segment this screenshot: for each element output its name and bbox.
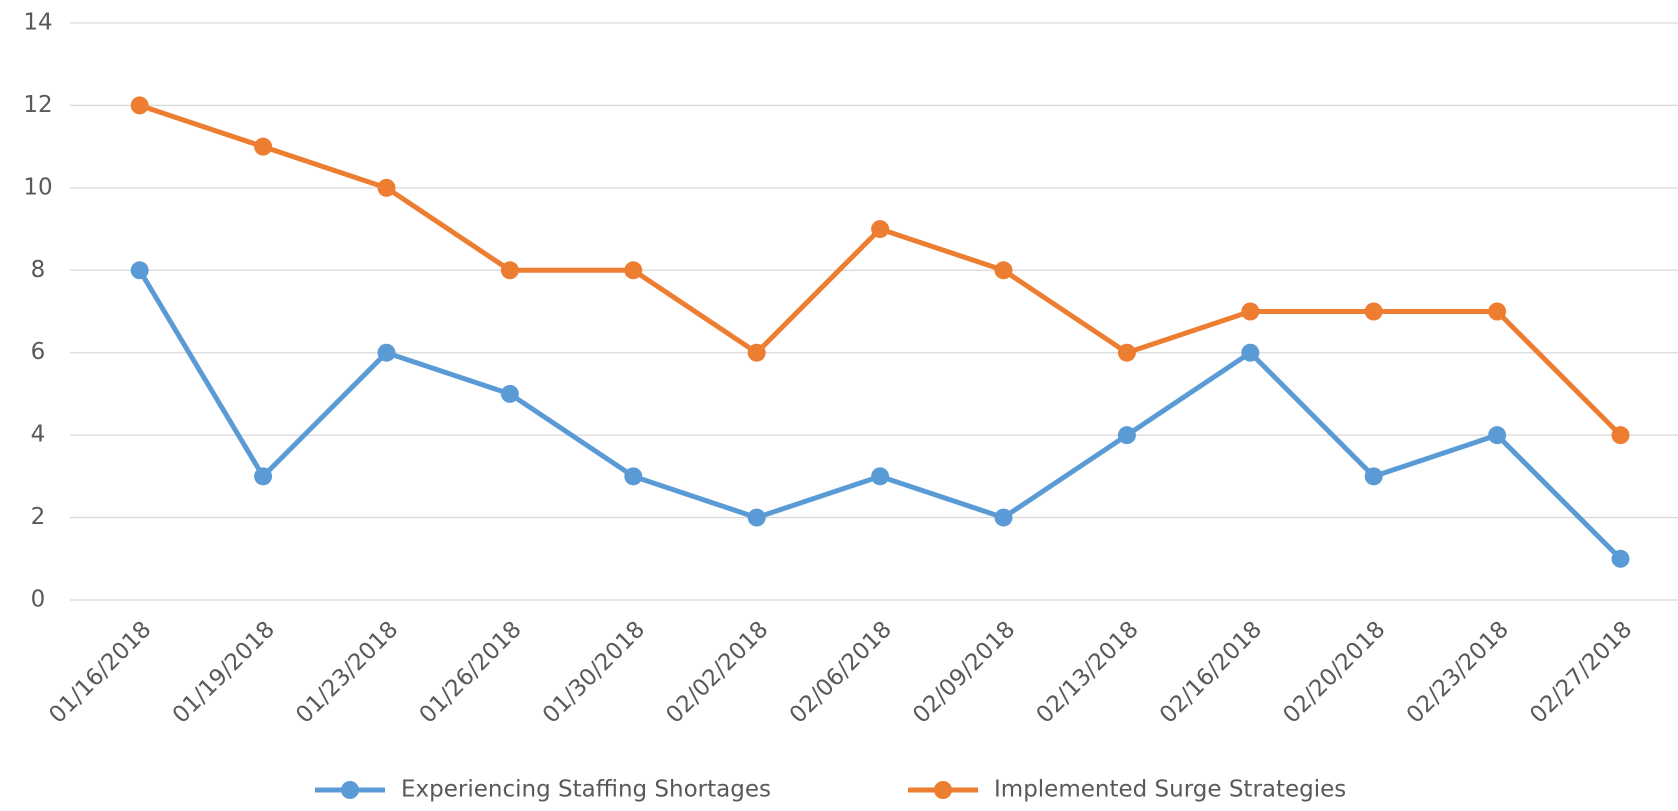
y-tick-label: 12 bbox=[23, 92, 52, 118]
data-point bbox=[1241, 343, 1260, 362]
data-point bbox=[130, 96, 149, 115]
data-point bbox=[747, 508, 766, 527]
data-point bbox=[1117, 426, 1136, 445]
data-point bbox=[254, 467, 273, 486]
data-point bbox=[500, 261, 519, 280]
data-point bbox=[500, 384, 519, 403]
x-tick-label: 01/26/2018 bbox=[415, 616, 527, 728]
data-point bbox=[871, 220, 890, 239]
x-tick-label: 02/20/2018 bbox=[1278, 616, 1390, 728]
x-tick-label: 01/16/2018 bbox=[44, 616, 156, 728]
data-point bbox=[624, 467, 643, 486]
x-tick-label: 02/27/2018 bbox=[1525, 616, 1637, 728]
x-tick-label: 01/30/2018 bbox=[538, 616, 650, 728]
legend-label: Implemented Surge Strategies bbox=[994, 777, 1346, 803]
data-point bbox=[1488, 426, 1507, 445]
data-point bbox=[1241, 302, 1260, 321]
data-point bbox=[254, 137, 273, 156]
x-tick-label: 02/23/2018 bbox=[1402, 616, 1514, 728]
data-point bbox=[871, 467, 890, 486]
data-point bbox=[994, 261, 1013, 280]
x-tick-label: 01/19/2018 bbox=[168, 616, 280, 728]
x-tick-label: 02/06/2018 bbox=[785, 616, 897, 728]
x-tick-label: 02/13/2018 bbox=[1032, 616, 1144, 728]
legend-marker bbox=[341, 781, 359, 799]
y-tick-label: 14 bbox=[23, 10, 52, 36]
x-tick-label: 02/09/2018 bbox=[908, 616, 1020, 728]
y-tick-label: 0 bbox=[31, 587, 46, 613]
y-tick-label: 10 bbox=[23, 174, 52, 200]
data-point bbox=[1488, 302, 1507, 321]
legend-marker bbox=[934, 781, 952, 799]
x-tick-label: 02/02/2018 bbox=[661, 616, 773, 728]
y-tick-label: 4 bbox=[31, 422, 46, 448]
data-point bbox=[994, 508, 1013, 527]
y-tick-label: 8 bbox=[31, 257, 46, 283]
data-point bbox=[1364, 302, 1383, 321]
data-point bbox=[1611, 426, 1630, 445]
data-point bbox=[747, 343, 766, 362]
data-point bbox=[377, 178, 396, 197]
data-point bbox=[624, 261, 643, 280]
data-point bbox=[130, 261, 149, 280]
data-point bbox=[377, 343, 396, 362]
x-tick-label: 01/23/2018 bbox=[291, 616, 403, 728]
x-tick-label: 02/16/2018 bbox=[1155, 616, 1267, 728]
data-point bbox=[1611, 549, 1630, 568]
data-point bbox=[1117, 343, 1136, 362]
legend-label: Experiencing Staffing Shortages bbox=[401, 777, 771, 803]
data-point bbox=[1364, 467, 1383, 486]
y-tick-label: 6 bbox=[31, 339, 46, 365]
y-tick-label: 2 bbox=[31, 504, 46, 530]
